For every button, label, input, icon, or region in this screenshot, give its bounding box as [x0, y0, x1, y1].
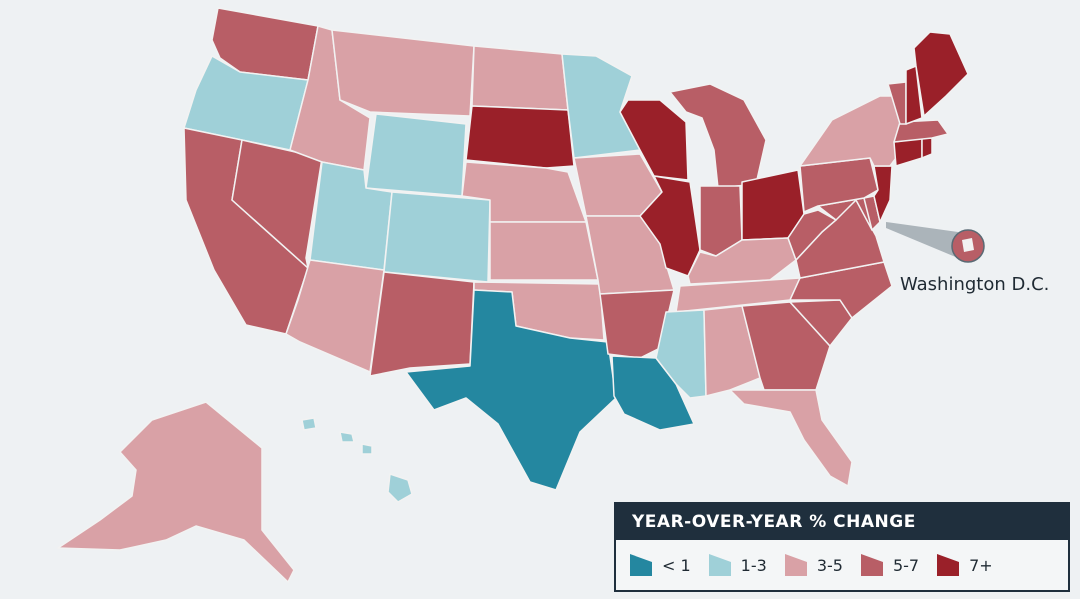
state-alabama — [703, 305, 761, 397]
dc-shape — [962, 238, 974, 252]
state-texas — [405, 289, 617, 491]
legend-label: 3-5 — [816, 555, 843, 575]
state-new-york — [799, 95, 903, 167]
state-wisconsin — [619, 99, 689, 181]
legend-items: < 1 1-3 3-5 5-7 7+ — [630, 554, 993, 576]
state-arkansas — [599, 289, 675, 359]
legend-label: 7+ — [969, 555, 993, 575]
state-north-dakota — [471, 45, 569, 111]
state-wyoming — [365, 113, 467, 197]
state-kansas — [489, 221, 599, 281]
state-massachusetts — [893, 119, 949, 143]
state-maine — [913, 31, 969, 117]
dc-label: Washington D.C. — [900, 274, 1050, 295]
legend-swatch-icon — [630, 554, 652, 576]
legend-item-lt1: < 1 — [630, 554, 691, 576]
state-alaska — [57, 401, 295, 583]
legend-swatch-icon — [784, 554, 807, 576]
legend-swatch-icon — [860, 554, 883, 576]
legend-item-5-7: 5-7 — [860, 554, 920, 576]
legend-label: 5-7 — [892, 555, 920, 575]
state-hawaii — [301, 417, 413, 503]
legend-item-3-5: 3-5 — [784, 554, 843, 576]
state-illinois — [639, 175, 701, 277]
legend-swatch-icon — [708, 554, 731, 576]
state-rhode-island — [921, 137, 933, 159]
legend-label: 1-3 — [740, 555, 767, 575]
legend-title: YEAR-OVER-YEAR % CHANGE — [616, 504, 1068, 540]
state-arizona — [285, 259, 385, 373]
state-south-dakota — [465, 105, 575, 169]
legend-label: < 1 — [662, 555, 691, 575]
dc-callout-connector — [886, 222, 958, 258]
legend-swatch-icon — [937, 554, 960, 576]
legend-item-7plus: 7+ — [937, 554, 993, 576]
state-new-jersey — [873, 165, 893, 223]
state-colorado — [383, 191, 491, 283]
state-montana — [331, 29, 475, 117]
state-new-hampshire — [905, 65, 923, 125]
legend: YEAR-OVER-YEAR % CHANGE < 1 1-3 3-5 5-7 … — [614, 502, 1070, 592]
legend-item-1-3: 1-3 — [708, 554, 767, 576]
state-florida — [729, 389, 853, 487]
state-new-mexico — [369, 271, 475, 377]
